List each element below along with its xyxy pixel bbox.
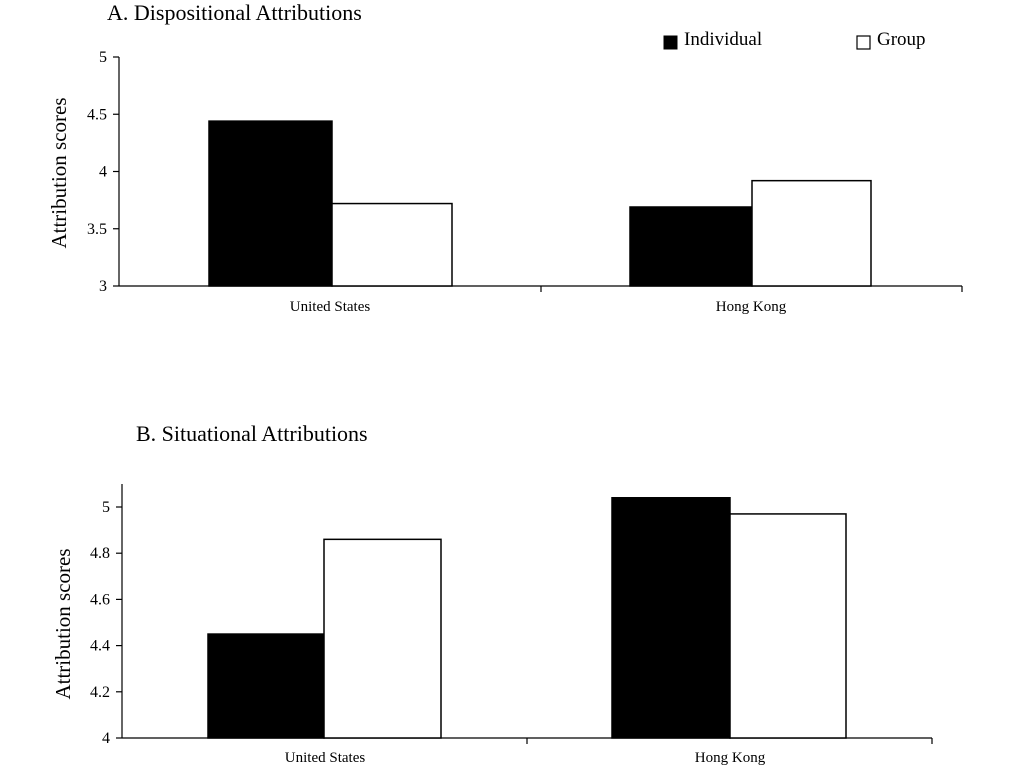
chart-b: B. Situational Attributions Attribution … <box>51 421 933 766</box>
chart-b-bar-hong-kong-group <box>729 513 847 739</box>
chart-a: A. Dispositional Attributions Attributio… <box>47 0 963 315</box>
legend: Individual Group <box>663 29 926 50</box>
legend-individual-swatch <box>663 35 678 50</box>
chart-a-bar-hong-kong-group <box>751 179 872 287</box>
chart-a-y-ticks: 3 3.5 4 4.5 5 <box>87 49 119 295</box>
chart-b-y-tick-label: 4.2 <box>90 684 110 701</box>
chart-a-category-label-hong-kong: Hong Kong <box>716 299 787 315</box>
chart-a-bar-united-states-individual <box>208 120 333 287</box>
chart-b-bar-united-states-group <box>323 538 442 739</box>
chart-a-y-tick-label: 4 <box>99 164 107 181</box>
chart-b-category-label-hong-kong: Hong Kong <box>695 750 766 766</box>
chart-a-y-axis-label: Attribution scores <box>47 97 71 248</box>
chart-b-y-tick-label: 4 <box>102 730 110 747</box>
chart-a-bars <box>208 120 872 287</box>
chart-a-y-tick-label: 3.5 <box>87 221 107 238</box>
chart-b-title: B. Situational Attributions <box>136 421 368 446</box>
chart-b-y-tick-label: 5 <box>102 499 110 516</box>
chart-b-y-tick-label: 4.4 <box>90 638 110 655</box>
legend-group-label: Group <box>877 29 926 50</box>
legend-individual-label: Individual <box>684 29 762 50</box>
chart-b-category-label-united-states: United States <box>285 750 366 766</box>
chart-a-y-tick-label: 4.5 <box>87 106 107 123</box>
chart-b-y-axis-label: Attribution scores <box>51 548 75 699</box>
chart-a-bar-hong-kong-individual <box>629 206 753 287</box>
legend-group-swatch <box>856 35 871 50</box>
chart-b-y-tick-label: 4.6 <box>90 591 110 608</box>
chart-b-bar-hong-kong-individual <box>611 497 731 739</box>
chart-a-y-tick-label: 3 <box>99 278 107 295</box>
chart-b-bars <box>207 497 847 739</box>
chart-a-bar-united-states-group <box>331 202 453 287</box>
chart-b-y-ticks: 4 4.2 4.4 4.6 4.8 5 <box>90 499 122 747</box>
chart-a-y-tick-label: 5 <box>99 49 107 66</box>
chart-a-title: A. Dispositional Attributions <box>107 0 362 25</box>
chart-a-category-label-united-states: United States <box>290 299 371 315</box>
chart-b-bar-united-states-individual <box>207 633 325 739</box>
chart-b-y-tick-label: 4.8 <box>90 545 110 562</box>
